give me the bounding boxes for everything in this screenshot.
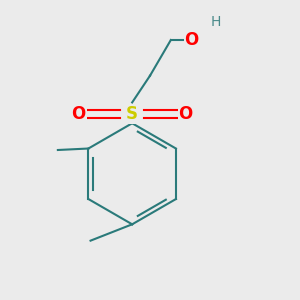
Text: O: O: [184, 31, 199, 49]
Text: S: S: [126, 105, 138, 123]
Text: O: O: [178, 105, 193, 123]
Text: H: H: [210, 15, 220, 29]
Text: O: O: [71, 105, 86, 123]
